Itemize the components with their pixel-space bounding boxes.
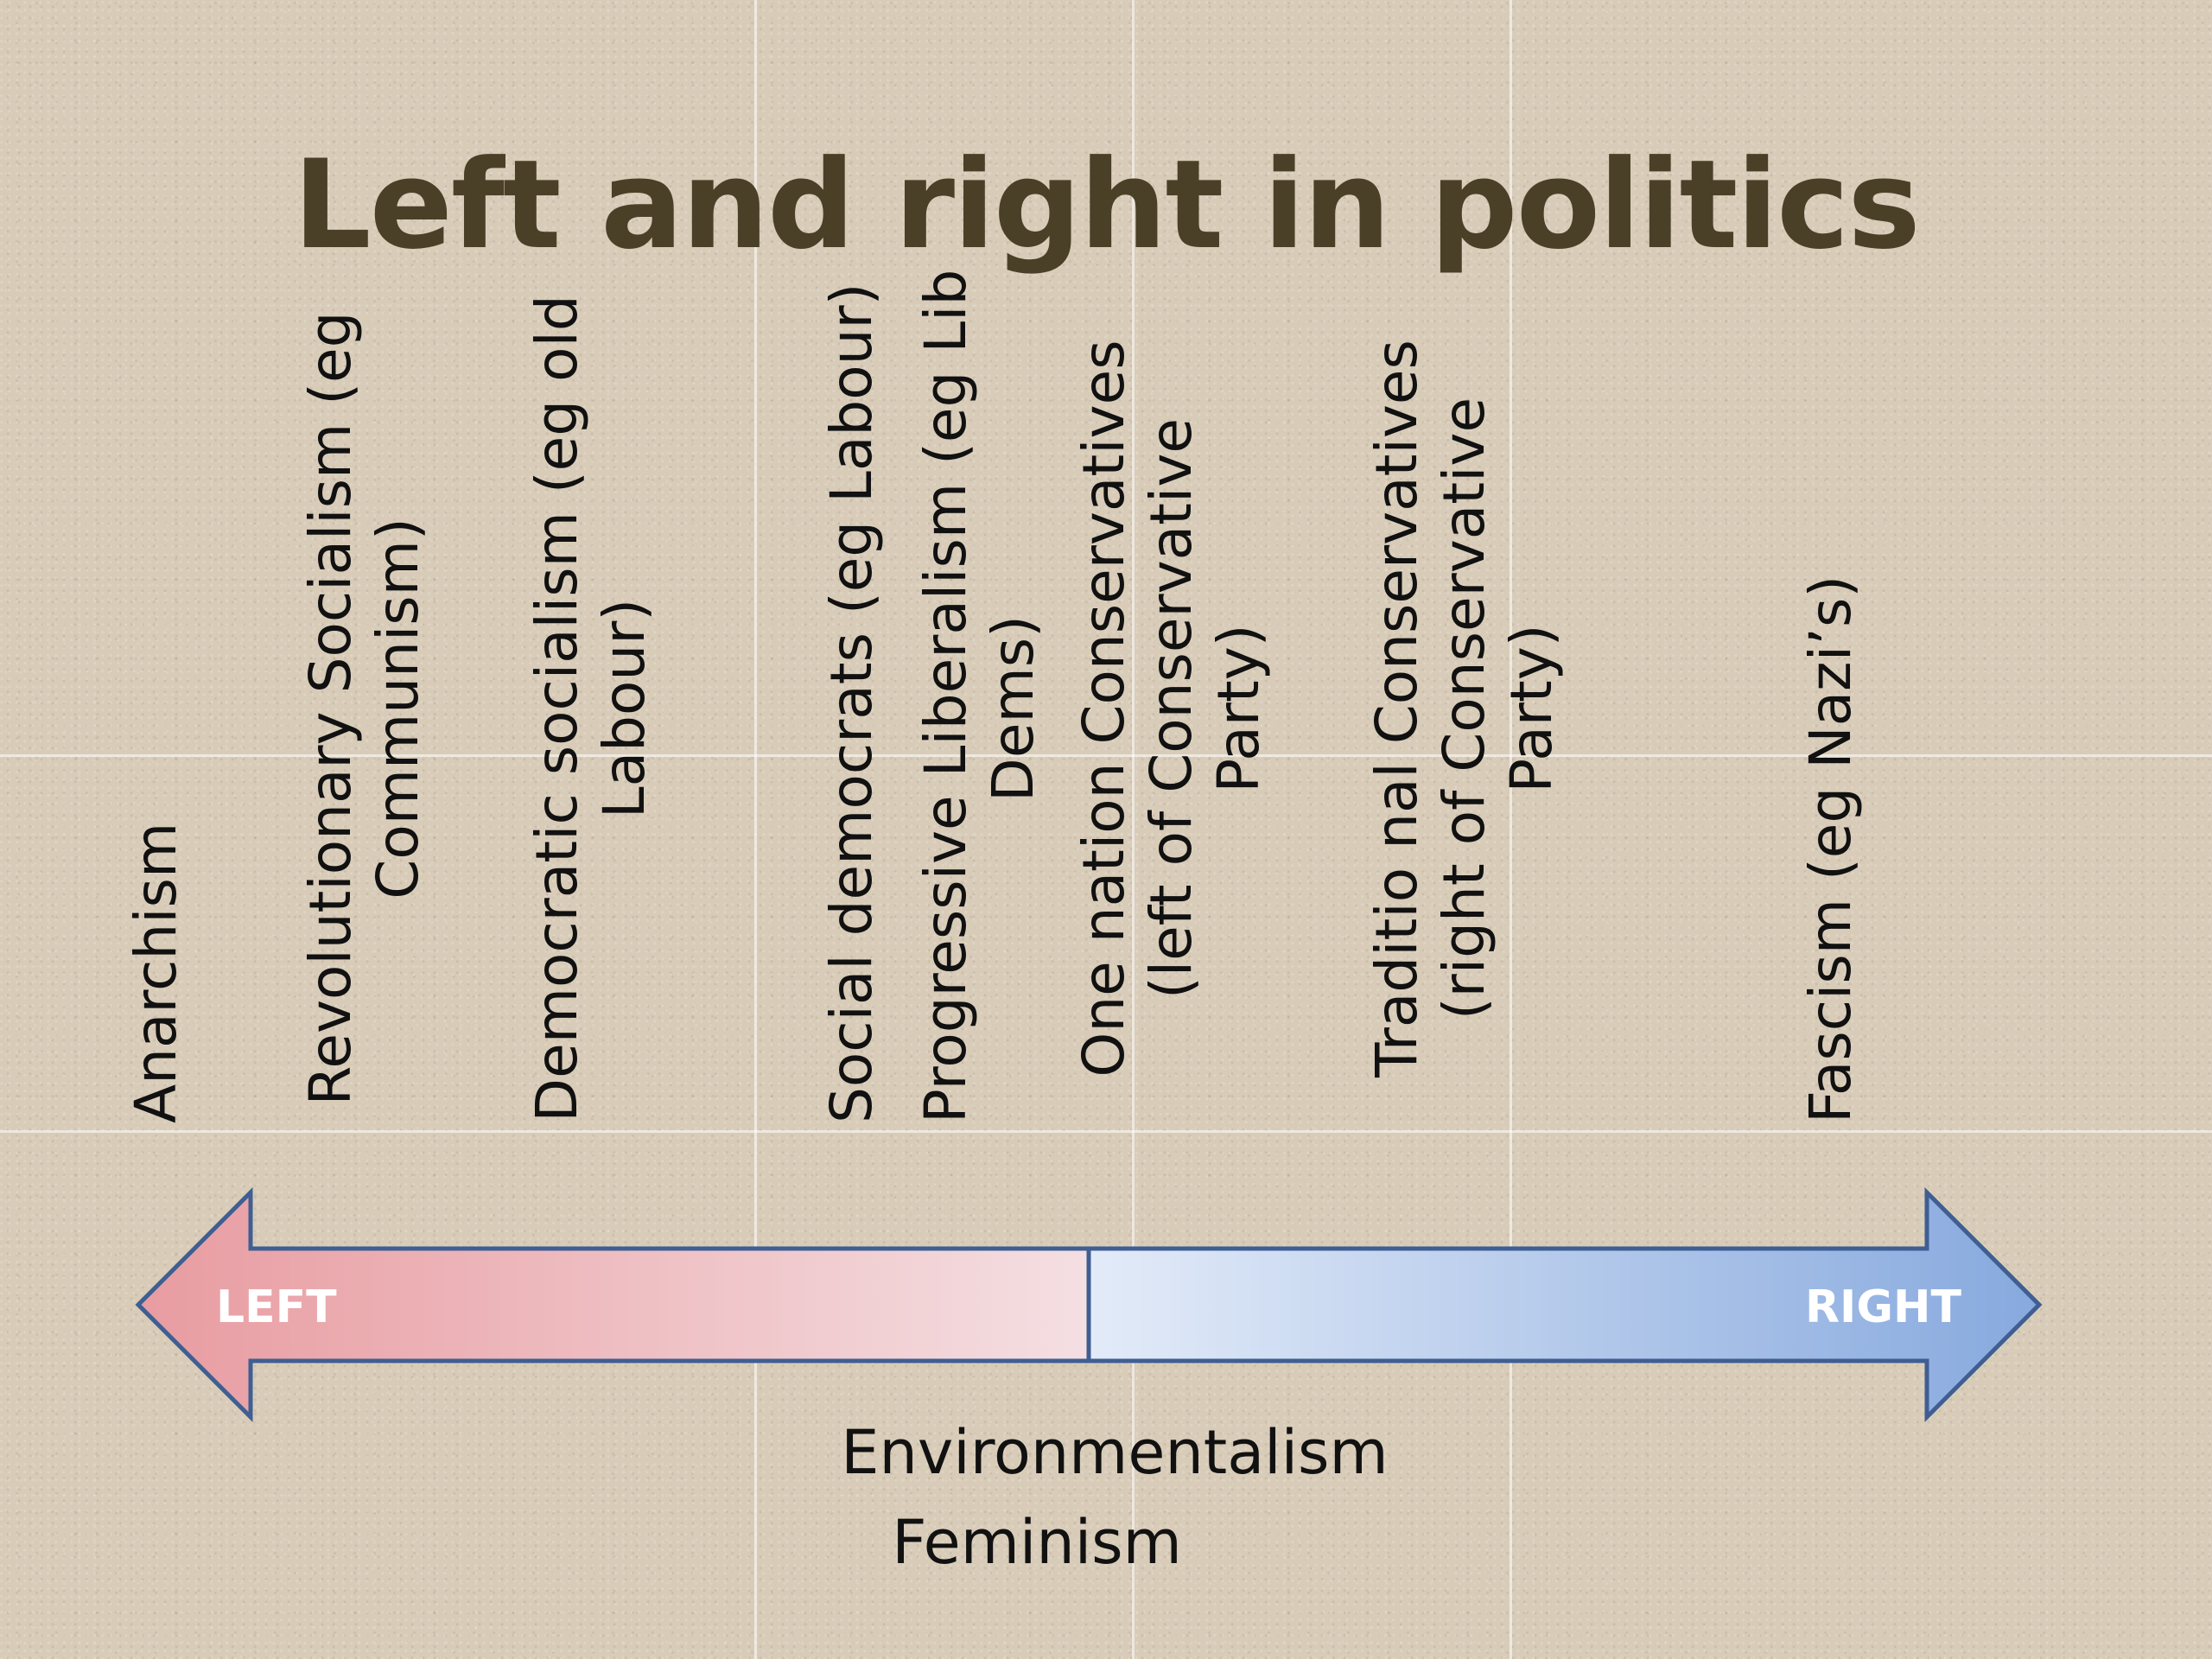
feminism-label: Feminism — [892, 1507, 1182, 1578]
grid-line — [0, 1130, 2212, 1133]
right-arrow-shape — [1086, 1186, 2043, 1423]
grid-line — [754, 0, 757, 1659]
slide-title: Left and right in politics — [293, 134, 1921, 276]
grid-line — [1132, 0, 1135, 1659]
right-label: RIGHT — [1805, 1281, 1962, 1333]
left-label: LEFT — [216, 1281, 337, 1333]
grid-line — [0, 754, 2212, 757]
environmentalism-label: Environmentalism — [841, 1417, 1389, 1488]
left-arrow-shape — [135, 1186, 1091, 1423]
grid-line — [1510, 0, 1512, 1659]
